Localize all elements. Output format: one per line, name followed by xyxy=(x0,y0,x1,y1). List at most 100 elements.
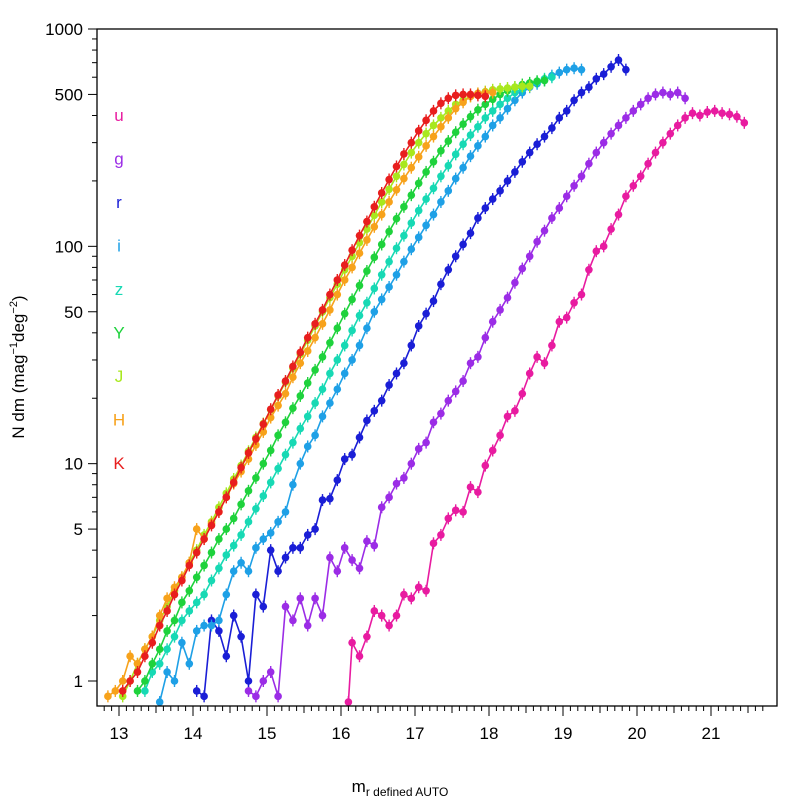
data-point xyxy=(533,77,541,86)
data-point xyxy=(503,412,512,421)
data-point xyxy=(363,267,371,275)
data-point xyxy=(259,420,268,428)
data-point xyxy=(540,359,549,367)
data-point xyxy=(229,514,238,523)
data-point xyxy=(555,114,564,122)
data-point xyxy=(511,407,519,415)
data-point xyxy=(244,449,253,457)
data-point xyxy=(333,567,342,576)
data-point xyxy=(422,195,430,203)
data-point xyxy=(185,607,194,615)
data-point xyxy=(303,621,312,630)
data-point xyxy=(459,140,467,149)
data-point xyxy=(474,122,482,131)
data-point xyxy=(163,594,171,603)
series-g xyxy=(244,86,689,703)
series-u xyxy=(344,104,749,706)
data-point xyxy=(696,111,704,120)
data-point xyxy=(244,677,253,685)
data-point xyxy=(488,317,497,326)
data-point xyxy=(725,110,734,119)
data-point xyxy=(607,225,615,233)
data-point xyxy=(481,114,490,122)
data-point xyxy=(266,405,275,414)
data-point xyxy=(185,587,194,595)
data-point xyxy=(133,687,142,695)
data-point xyxy=(348,556,356,564)
x-tick-label: 21 xyxy=(702,724,721,743)
data-point xyxy=(200,561,208,570)
data-point xyxy=(451,104,460,113)
data-point xyxy=(281,389,290,398)
data-point xyxy=(444,107,453,115)
data-point xyxy=(266,546,275,554)
data-point xyxy=(348,295,356,304)
data-point xyxy=(340,261,349,269)
x-tick-label: 17 xyxy=(406,724,425,743)
data-point xyxy=(237,531,245,539)
data-point xyxy=(414,153,423,161)
series-line-K xyxy=(122,93,486,692)
data-point xyxy=(303,412,312,421)
data-point xyxy=(740,119,749,127)
data-point xyxy=(259,677,268,685)
data-point xyxy=(592,148,601,157)
data-point xyxy=(126,652,134,661)
data-point xyxy=(244,567,253,576)
data-point xyxy=(481,461,490,470)
data-point xyxy=(215,535,223,543)
data-point xyxy=(533,353,541,361)
data-point xyxy=(511,83,519,91)
data-point xyxy=(200,535,208,543)
data-point xyxy=(318,385,327,394)
y-axis-title: N dm (mag−1deg−2) xyxy=(8,295,28,438)
data-point xyxy=(333,324,342,333)
data-point xyxy=(622,65,630,74)
data-point xyxy=(192,598,201,607)
data-point xyxy=(525,369,534,378)
data-point xyxy=(681,94,689,103)
data-point xyxy=(548,73,556,82)
data-point xyxy=(274,401,282,410)
data-point xyxy=(562,313,571,322)
data-point xyxy=(577,65,586,74)
data-point xyxy=(318,320,327,328)
data-point xyxy=(392,479,401,488)
data-point xyxy=(525,148,534,157)
data-point xyxy=(466,483,475,491)
data-point xyxy=(377,240,386,249)
data-point xyxy=(703,108,712,116)
data-point xyxy=(474,353,482,361)
data-point xyxy=(622,192,630,201)
y-tick-label: 5 xyxy=(74,520,83,539)
data-point xyxy=(111,687,120,695)
data-point xyxy=(370,203,379,211)
data-point xyxy=(385,621,393,630)
y-axis-title-sup2: −2 xyxy=(8,301,20,314)
series-Y xyxy=(133,74,549,697)
data-point xyxy=(274,391,282,399)
data-point xyxy=(348,356,356,364)
data-point xyxy=(281,508,290,516)
data-point xyxy=(355,311,364,320)
data-point xyxy=(644,159,652,168)
data-point xyxy=(400,203,408,211)
data-point xyxy=(178,576,186,585)
data-point xyxy=(533,237,541,246)
data-point xyxy=(429,418,438,427)
data-point xyxy=(237,632,245,641)
data-point xyxy=(289,480,297,489)
data-point xyxy=(303,531,312,539)
data-point xyxy=(229,478,238,487)
data-point xyxy=(377,198,386,206)
data-point xyxy=(444,265,453,274)
data-point xyxy=(592,75,601,83)
data-point xyxy=(163,627,171,635)
data-point xyxy=(318,611,327,620)
data-point xyxy=(200,590,208,599)
data-point xyxy=(437,122,445,131)
data-point xyxy=(363,225,371,233)
data-point xyxy=(392,244,401,253)
data-point xyxy=(407,459,416,468)
